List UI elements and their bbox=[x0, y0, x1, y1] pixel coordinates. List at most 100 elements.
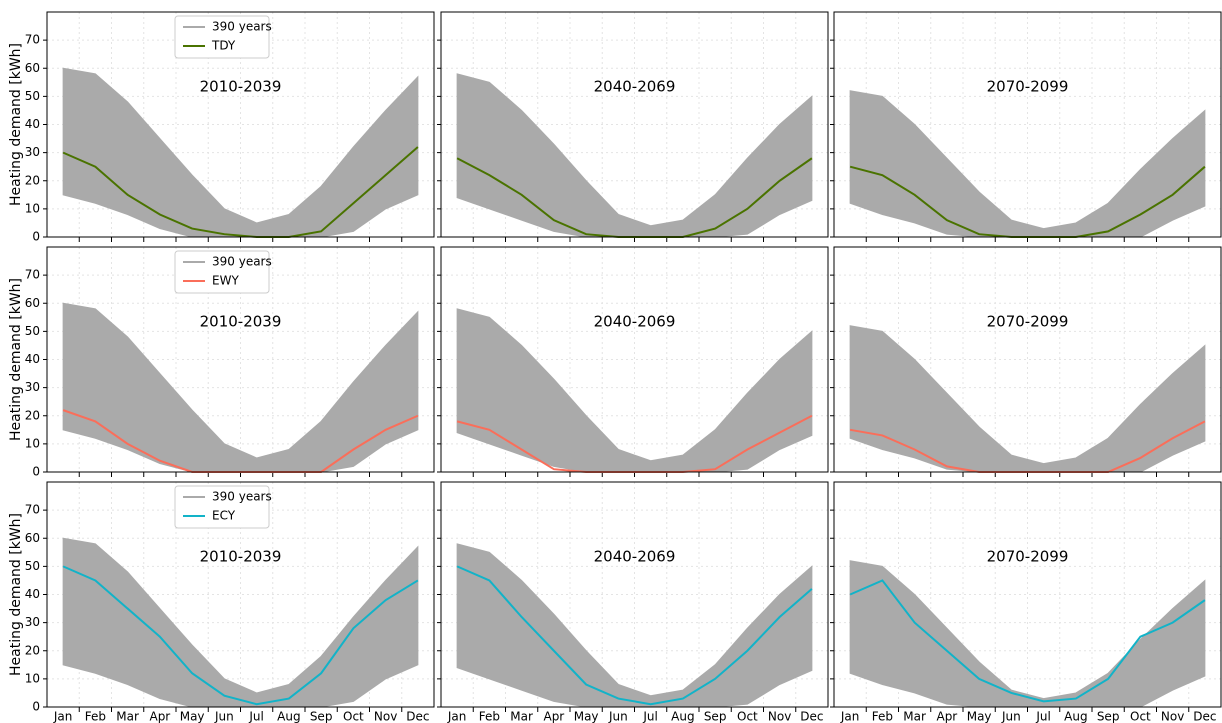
x-tick-label: May bbox=[180, 710, 205, 723]
y-tick-label: 70 bbox=[25, 503, 40, 517]
y-axis-label: Heating demand [kWh] bbox=[8, 278, 24, 441]
y-axis-label: Heating demand [kWh] bbox=[8, 43, 24, 206]
x-tick-label: May bbox=[574, 710, 599, 723]
panel-frame bbox=[46, 481, 435, 708]
legend-label: ECY bbox=[212, 509, 236, 523]
y-tick-label: 40 bbox=[25, 587, 40, 601]
x-tick-label: Mar bbox=[903, 710, 926, 723]
y-tick-label: 50 bbox=[25, 89, 40, 103]
x-tick-label: Mar bbox=[510, 710, 533, 723]
range-band bbox=[456, 73, 813, 238]
x-tick-label: Dec bbox=[800, 710, 823, 723]
panel-title: 2070-2099 bbox=[987, 548, 1069, 566]
y-tick-label: 0 bbox=[32, 230, 40, 244]
series-line bbox=[849, 579, 1206, 703]
y-tick-label: 0 bbox=[32, 700, 40, 714]
panel-title: 2040-2069 bbox=[594, 313, 676, 331]
panel-frame bbox=[440, 246, 829, 473]
legend-label: 390 years bbox=[212, 255, 272, 269]
y-axis-label: Heating demand [kWh] bbox=[8, 513, 24, 676]
x-tick-label: Apr bbox=[543, 710, 564, 723]
legend-label: 390 years bbox=[212, 20, 272, 34]
y-tick-label: 30 bbox=[25, 380, 40, 394]
x-tick-label: Oct bbox=[343, 710, 364, 723]
range-band bbox=[849, 90, 1206, 238]
y-tick-label: 30 bbox=[25, 145, 40, 159]
x-tick-label: Sep bbox=[310, 710, 333, 723]
x-tick-label: Oct bbox=[1130, 710, 1151, 723]
y-tick-label: 50 bbox=[25, 559, 40, 573]
x-tick-label: Sep bbox=[1097, 710, 1120, 723]
panel-title: 2010-2039 bbox=[200, 313, 282, 331]
y-tick-label: 60 bbox=[25, 531, 40, 545]
x-tick-label: Feb bbox=[85, 710, 106, 723]
x-tick-label: Aug bbox=[277, 710, 300, 723]
x-tick-label: Jun bbox=[608, 710, 628, 723]
panel-frame bbox=[46, 246, 435, 473]
x-tick-label: Apr bbox=[149, 710, 170, 723]
y-tick-label: 10 bbox=[25, 436, 40, 450]
x-tick-label: Jul bbox=[248, 710, 263, 723]
panel-frame bbox=[440, 11, 829, 238]
panel-title: 2040-2069 bbox=[594, 548, 676, 566]
x-tick-label: Oct bbox=[737, 710, 758, 723]
y-tick-label: 30 bbox=[25, 615, 40, 629]
panel-frame bbox=[833, 11, 1222, 238]
x-tick-label: May bbox=[967, 710, 992, 723]
y-tick-label: 60 bbox=[25, 61, 40, 75]
x-tick-label: Nov bbox=[374, 710, 397, 723]
panel-frame bbox=[833, 481, 1222, 708]
y-tick-label: 40 bbox=[25, 352, 40, 366]
panel-title: 2010-2039 bbox=[200, 548, 282, 566]
x-tick-label: Feb bbox=[872, 710, 893, 723]
x-tick-label: Jun bbox=[1001, 710, 1021, 723]
x-tick-label: Nov bbox=[1161, 710, 1184, 723]
panel-frame bbox=[440, 481, 829, 708]
x-tick-label: Jan bbox=[840, 710, 860, 723]
x-tick-label: Jan bbox=[447, 710, 467, 723]
panel-title: 2070-2099 bbox=[987, 313, 1069, 331]
x-tick-label: Jul bbox=[642, 710, 657, 723]
panel-frame bbox=[46, 11, 435, 238]
legend-label: 390 years bbox=[212, 490, 272, 504]
x-tick-label: Aug bbox=[671, 710, 694, 723]
range-band bbox=[456, 543, 813, 708]
x-tick-label: Dec bbox=[1193, 710, 1216, 723]
y-tick-label: 70 bbox=[25, 268, 40, 282]
legend-label: TDY bbox=[211, 39, 236, 53]
y-tick-label: 0 bbox=[32, 465, 40, 479]
panel-title: 2010-2039 bbox=[200, 78, 282, 96]
x-tick-label: Jul bbox=[1035, 710, 1050, 723]
panel-title: 2040-2069 bbox=[594, 78, 676, 96]
y-tick-label: 10 bbox=[25, 201, 40, 215]
x-tick-label: Feb bbox=[479, 710, 500, 723]
x-tick-label: Aug bbox=[1064, 710, 1087, 723]
range-band bbox=[849, 325, 1206, 473]
y-tick-label: 20 bbox=[25, 173, 40, 187]
panel-title: 2070-2099 bbox=[987, 78, 1069, 96]
y-tick-label: 20 bbox=[25, 408, 40, 422]
range-band bbox=[62, 537, 419, 708]
x-tick-label: Mar bbox=[116, 710, 139, 723]
x-tick-label: Jun bbox=[214, 710, 234, 723]
range-band bbox=[62, 302, 419, 473]
y-tick-label: 70 bbox=[25, 33, 40, 47]
x-tick-label: Sep bbox=[704, 710, 727, 723]
x-tick-label: Jan bbox=[53, 710, 73, 723]
legend-label: EWY bbox=[212, 274, 239, 288]
series-line bbox=[456, 565, 813, 706]
series-line bbox=[62, 565, 419, 706]
y-tick-label: 20 bbox=[25, 643, 40, 657]
panel-frame bbox=[833, 246, 1222, 473]
y-tick-label: 60 bbox=[25, 296, 40, 310]
y-tick-label: 10 bbox=[25, 671, 40, 685]
x-tick-label: Nov bbox=[768, 710, 791, 723]
x-tick-label: Dec bbox=[406, 710, 429, 723]
y-tick-label: 40 bbox=[25, 117, 40, 131]
x-tick-label: Apr bbox=[936, 710, 957, 723]
range-band bbox=[456, 308, 813, 473]
range-band bbox=[849, 560, 1206, 708]
range-band bbox=[62, 67, 419, 238]
series-line bbox=[62, 146, 419, 238]
